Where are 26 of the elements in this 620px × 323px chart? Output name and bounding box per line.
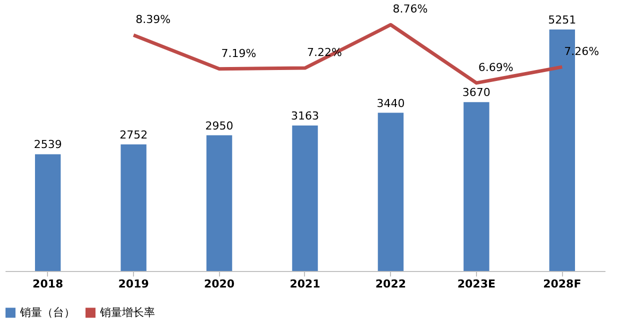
x-tick-label: 2022 — [375, 278, 406, 290]
data-label: 8.76% — [392, 2, 428, 16]
data-label: 6.69% — [478, 60, 514, 74]
bar — [206, 135, 232, 271]
data-label: 3670 — [462, 86, 490, 100]
bar — [120, 144, 146, 271]
bar — [35, 154, 61, 271]
x-tick-label: 2019 — [118, 278, 149, 290]
legend-label: 销量增长率 — [99, 306, 155, 319]
data-label: 7.19% — [221, 46, 256, 60]
data-label: 2752 — [120, 128, 148, 142]
data-label: 3440 — [376, 96, 405, 110]
x-tick-label: 2018 — [32, 278, 64, 290]
bar — [378, 112, 404, 271]
x-tick-label: 2020 — [204, 278, 235, 290]
bar — [292, 126, 318, 271]
x-tick-label: 2028F — [543, 278, 582, 290]
data-label: 2539 — [34, 138, 62, 152]
data-label: 5251 — [548, 13, 576, 26]
data-label: 8.39% — [136, 13, 171, 26]
bar — [464, 102, 490, 271]
data-label: 3163 — [291, 110, 319, 122]
x-tick-label: 2023E — [457, 278, 496, 290]
data-label: 2950 — [205, 119, 234, 132]
legend-label: 销量（台） — [19, 306, 75, 319]
x-tick-label: 2021 — [290, 278, 320, 290]
